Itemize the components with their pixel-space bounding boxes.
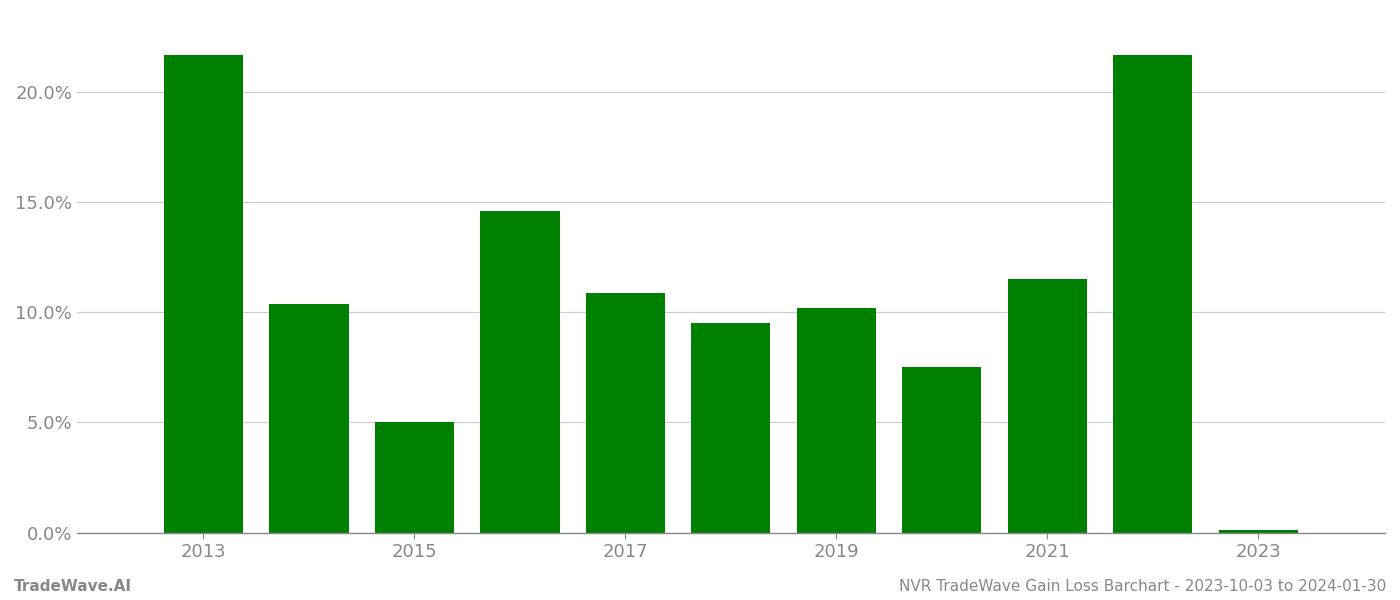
Bar bbox=[797, 308, 876, 533]
Bar bbox=[1008, 279, 1086, 533]
Bar bbox=[480, 211, 560, 533]
Bar bbox=[375, 422, 454, 533]
Text: TradeWave.AI: TradeWave.AI bbox=[14, 579, 132, 594]
Bar bbox=[1219, 530, 1298, 533]
Bar bbox=[585, 293, 665, 533]
Text: NVR TradeWave Gain Loss Barchart - 2023-10-03 to 2024-01-30: NVR TradeWave Gain Loss Barchart - 2023-… bbox=[899, 579, 1386, 594]
Bar bbox=[164, 55, 244, 533]
Bar bbox=[692, 323, 770, 533]
Bar bbox=[269, 304, 349, 533]
Bar bbox=[903, 367, 981, 533]
Bar bbox=[1113, 55, 1193, 533]
